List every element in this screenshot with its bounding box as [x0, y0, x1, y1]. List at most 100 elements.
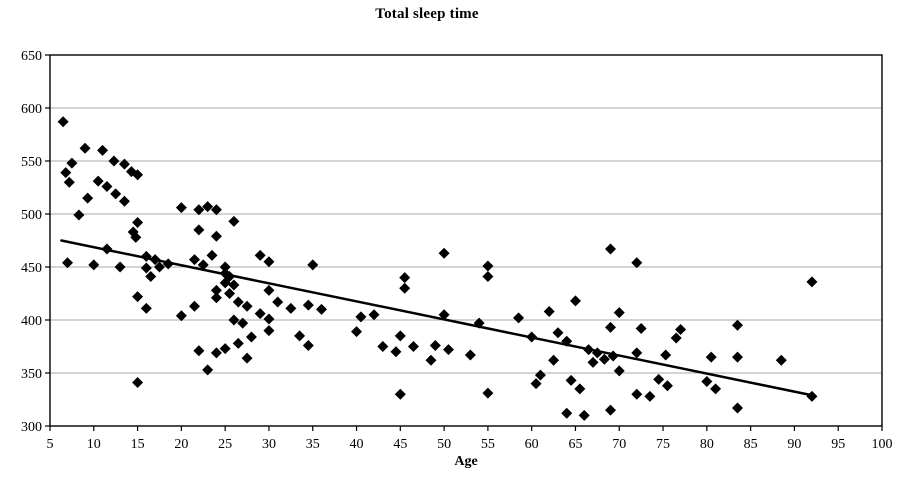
- data-point: [263, 313, 275, 325]
- data-point: [302, 339, 314, 351]
- data-point: [118, 158, 130, 170]
- data-point: [631, 257, 643, 269]
- data-point: [631, 388, 643, 400]
- data-point: [189, 300, 201, 312]
- x-tick-label: 75: [656, 437, 670, 452]
- x-tick-label: 20: [174, 437, 188, 452]
- x-tick-label: 35: [306, 437, 320, 452]
- data-point: [210, 230, 222, 242]
- x-tick-label: 60: [525, 437, 539, 452]
- data-point: [110, 188, 122, 200]
- data-point: [118, 195, 130, 207]
- data-point: [57, 116, 69, 128]
- data-point: [307, 259, 319, 271]
- data-point: [661, 380, 673, 392]
- data-point: [202, 364, 214, 376]
- y-tick-label: 550: [21, 155, 42, 170]
- x-tick-label: 70: [612, 437, 626, 452]
- x-tick-label: 90: [787, 437, 801, 452]
- data-point: [561, 407, 573, 419]
- data-point: [578, 409, 590, 421]
- x-tick-label: 55: [481, 437, 495, 452]
- data-point: [241, 352, 253, 364]
- data-point: [263, 284, 275, 296]
- data-point: [574, 383, 586, 395]
- data-point: [210, 292, 222, 304]
- data-point: [189, 254, 201, 266]
- data-point: [175, 202, 187, 214]
- data-point: [202, 201, 214, 213]
- data-point: [464, 349, 476, 361]
- data-point: [534, 369, 546, 381]
- data-point: [254, 249, 266, 261]
- x-axis-label: Age: [454, 454, 477, 469]
- data-point: [145, 271, 157, 283]
- data-point: [605, 243, 617, 255]
- x-tick-label: 45: [393, 437, 407, 452]
- data-point: [175, 310, 187, 322]
- data-point: [407, 341, 419, 352]
- data-point: [548, 354, 560, 366]
- x-tick-label: 50: [437, 437, 451, 452]
- data-point: [193, 224, 205, 236]
- plot-border: [49, 54, 883, 427]
- x-tick-label: 65: [568, 437, 582, 452]
- data-point: [66, 157, 78, 169]
- data-point: [482, 260, 494, 272]
- data-point: [644, 390, 656, 402]
- data-point: [710, 383, 722, 395]
- data-point: [245, 331, 257, 343]
- data-point: [368, 309, 380, 321]
- data-point: [705, 351, 717, 363]
- y-tick-label: 500: [21, 208, 42, 223]
- data-point: [140, 302, 152, 314]
- data-point: [101, 180, 113, 192]
- data-point: [302, 299, 314, 311]
- y-tick-label: 300: [21, 420, 42, 435]
- data-point: [543, 306, 555, 318]
- data-point: [193, 204, 205, 216]
- data-point: [130, 231, 142, 243]
- data-point: [132, 169, 144, 181]
- data-point: [140, 262, 152, 274]
- data-point: [613, 365, 625, 377]
- data-point: [731, 351, 743, 363]
- x-tick-label: 10: [87, 437, 101, 452]
- x-tick-label: 80: [700, 437, 714, 452]
- data-point: [701, 375, 713, 387]
- data-point: [399, 282, 411, 294]
- data-point: [613, 307, 625, 319]
- data-point: [232, 296, 244, 308]
- data-point: [79, 142, 91, 154]
- y-tick-label: 450: [21, 261, 42, 276]
- data-point: [82, 192, 94, 204]
- data-point: [219, 261, 231, 273]
- x-tick-label: 25: [218, 437, 232, 452]
- data-point: [390, 346, 402, 358]
- data-point: [670, 332, 682, 344]
- data-point: [132, 216, 144, 228]
- data-point: [377, 341, 389, 352]
- x-tick-label: 5: [47, 437, 54, 452]
- y-tick-label: 600: [21, 102, 42, 117]
- data-point: [394, 388, 406, 400]
- data-point: [206, 249, 218, 261]
- data-point: [97, 144, 109, 156]
- data-point: [569, 295, 581, 307]
- data-point: [210, 204, 222, 216]
- data-point: [675, 324, 687, 336]
- data-point: [153, 261, 165, 273]
- data-point: [228, 215, 240, 227]
- data-point: [442, 344, 454, 356]
- x-tick-label: 40: [350, 437, 364, 452]
- data-point: [132, 377, 144, 389]
- data-point: [132, 291, 144, 303]
- data-point: [513, 312, 525, 324]
- data-point: [429, 339, 441, 351]
- data-point: [114, 261, 126, 273]
- y-tick-label: 650: [21, 49, 42, 64]
- data-point: [193, 345, 205, 357]
- data-point: [285, 302, 297, 314]
- x-tick-label: 100: [872, 437, 893, 452]
